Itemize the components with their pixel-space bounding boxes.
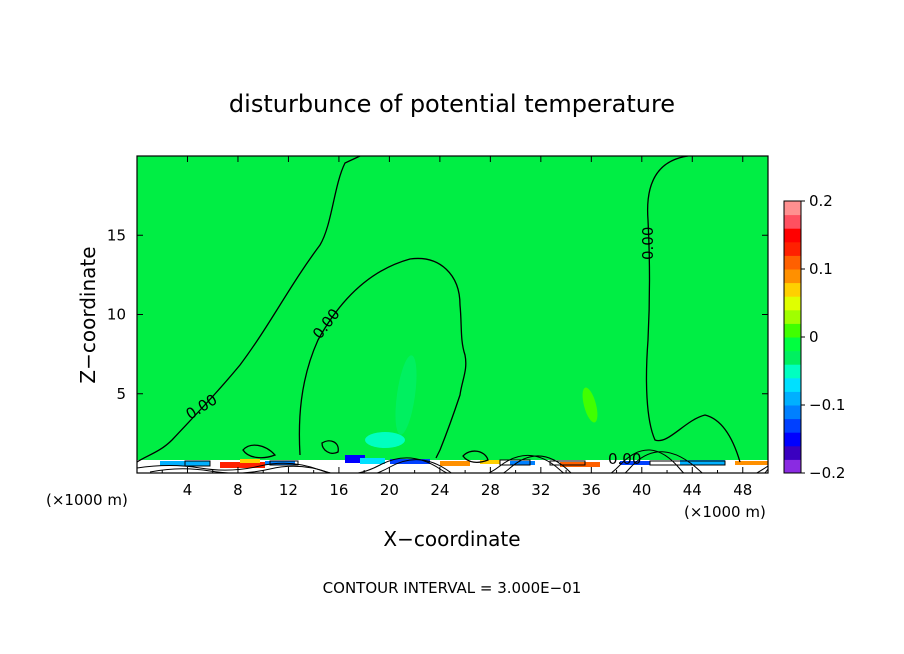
- x-tick-label: 36: [582, 481, 601, 499]
- x-axis: 4 8 12 16 20 24 28 32 36 40 44 48: [161, 156, 752, 499]
- x-tick-label: 40: [632, 481, 651, 499]
- contour-label-3: 0.00: [639, 227, 657, 260]
- contour-interval-text: CONTOUR INTERVAL = 3.000E−01: [323, 579, 582, 597]
- y-tick-label: 5: [116, 385, 126, 403]
- y-tick-label: 15: [107, 226, 126, 244]
- colorbar-swatch: [784, 432, 801, 447]
- contour-left-boundary: [137, 156, 361, 463]
- contour-right-column: [645, 156, 741, 463]
- plot-field: [137, 156, 768, 473]
- colorbar-swatch: [784, 418, 801, 433]
- y-tick-label: 10: [107, 306, 126, 324]
- x-tick-label: 24: [430, 481, 449, 499]
- colorbar-swatch: [784, 377, 801, 392]
- colorbar-tick-label: 0.1: [809, 260, 833, 278]
- colorbar-tick-label: −0.2: [809, 464, 845, 482]
- anomaly-patch-cool: [395, 355, 417, 435]
- x-axis-label: X−coordinate: [383, 527, 520, 551]
- x-tick-label: 48: [733, 481, 752, 499]
- colorbar-tick-label: −0.1: [809, 396, 845, 414]
- colorbar-swatch: [784, 364, 801, 379]
- colorbar-swatch: [784, 405, 801, 420]
- x-tick-label: 20: [380, 481, 399, 499]
- anomaly-patch-cyan: [365, 432, 405, 448]
- contour-small-loop-2: [321, 440, 339, 454]
- contour-label-4: 0.00: [608, 450, 641, 468]
- surface-layer: [137, 449, 768, 473]
- anomaly-patch-warm: [582, 387, 598, 423]
- contour-small-loop-3: [462, 450, 489, 463]
- colorbar-swatch: [784, 337, 801, 352]
- colorbar-swatch: [784, 255, 801, 270]
- colorbar-swatch: [784, 228, 801, 243]
- colorbar-swatch: [784, 309, 801, 324]
- colorbar-swatch: [784, 296, 801, 311]
- colorbar-swatch: [784, 214, 801, 229]
- colorbar-swatch: [784, 241, 801, 256]
- x-tick-label: 32: [531, 481, 550, 499]
- contour-small-loop: [242, 444, 277, 459]
- colorbar: [784, 201, 801, 474]
- colorbar-swatch: [784, 445, 801, 460]
- colorbar-swatch: [784, 201, 801, 216]
- x-tick-label: 44: [683, 481, 702, 499]
- x-tick-label: 28: [481, 481, 500, 499]
- y-axis: 5 10 15: [107, 226, 768, 403]
- x-tick-label: 4: [183, 481, 193, 499]
- x-tick-label: 16: [329, 481, 348, 499]
- x-unit-right: (×1000 m): [684, 503, 766, 521]
- colorbar-tick-label: 0.2: [809, 192, 833, 210]
- colorbar-swatch: [784, 350, 801, 365]
- contour-inner-dome: [298, 257, 467, 459]
- colorbar-swatch: [784, 459, 801, 474]
- contour-lines: [137, 156, 741, 463]
- x-tick-label: 12: [279, 481, 298, 499]
- x-unit-left: (×1000 m): [46, 491, 128, 509]
- chart-title: disturbunce of potential temperature: [229, 90, 675, 118]
- colorbar-swatch: [784, 323, 801, 338]
- colorbar-tick-label: 0: [809, 328, 819, 346]
- colorbar-swatch: [784, 269, 801, 284]
- plot-area: 0.00 0.00 0.00 0.00: [137, 156, 768, 473]
- x-tick-label: 8: [233, 481, 243, 499]
- colorbar-ticks: 0.2 0.1 0 −0.1 −0.2: [801, 192, 845, 482]
- y-axis-label: Z−coordinate: [76, 246, 100, 383]
- colorbar-swatch: [784, 391, 801, 406]
- colorbar-swatch: [784, 282, 801, 297]
